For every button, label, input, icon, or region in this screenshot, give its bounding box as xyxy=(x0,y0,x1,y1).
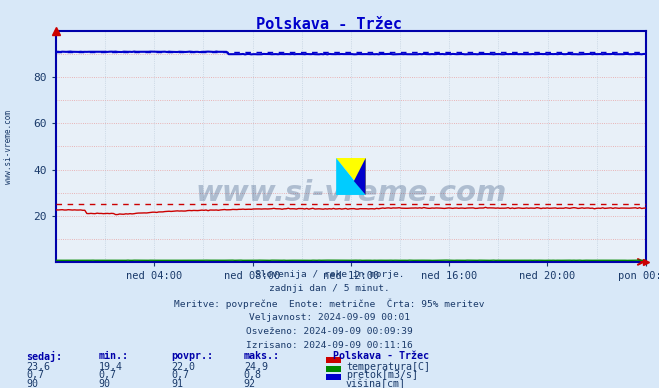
Polygon shape xyxy=(336,158,366,195)
Text: povpr.:: povpr.: xyxy=(171,351,214,361)
Polygon shape xyxy=(354,158,366,195)
Text: 19,4: 19,4 xyxy=(99,362,123,372)
Text: 90: 90 xyxy=(26,379,38,388)
Text: min.:: min.: xyxy=(99,351,129,361)
Text: Polskava - Tržec: Polskava - Tržec xyxy=(333,351,429,361)
Text: Izrisano: 2024-09-09 00:11:16: Izrisano: 2024-09-09 00:11:16 xyxy=(246,341,413,350)
Text: www.si-vreme.com: www.si-vreme.com xyxy=(195,178,507,207)
Text: sedaj:: sedaj: xyxy=(26,351,63,362)
Text: 24,9: 24,9 xyxy=(244,362,268,372)
Text: www.si-vreme.com: www.si-vreme.com xyxy=(4,111,13,184)
Polygon shape xyxy=(336,158,366,195)
Text: Meritve: povprečne  Enote: metrične  Črta: 95% meritev: Meritve: povprečne Enote: metrične Črta:… xyxy=(174,298,485,309)
Text: zadnji dan / 5 minut.: zadnji dan / 5 minut. xyxy=(269,284,390,293)
Text: 0,8: 0,8 xyxy=(244,370,262,380)
Text: 22,0: 22,0 xyxy=(171,362,195,372)
Text: 0,7: 0,7 xyxy=(99,370,117,380)
Text: 91: 91 xyxy=(171,379,183,388)
Text: Osveženo: 2024-09-09 00:09:39: Osveženo: 2024-09-09 00:09:39 xyxy=(246,327,413,336)
Text: Polskava - Tržec: Polskava - Tržec xyxy=(256,17,403,33)
Text: 90: 90 xyxy=(99,379,111,388)
Text: 0,7: 0,7 xyxy=(171,370,189,380)
Text: temperatura[C]: temperatura[C] xyxy=(346,362,430,372)
Text: višina[cm]: višina[cm] xyxy=(346,379,406,388)
Text: 92: 92 xyxy=(244,379,256,388)
Text: pretok[m3/s]: pretok[m3/s] xyxy=(346,370,418,380)
Text: 23,6: 23,6 xyxy=(26,362,50,372)
Text: Veljavnost: 2024-09-09 00:01: Veljavnost: 2024-09-09 00:01 xyxy=(249,313,410,322)
Text: Slovenija / reke in morje.: Slovenija / reke in morje. xyxy=(255,270,404,279)
Text: maks.:: maks.: xyxy=(244,351,280,361)
Text: 0,7: 0,7 xyxy=(26,370,44,380)
